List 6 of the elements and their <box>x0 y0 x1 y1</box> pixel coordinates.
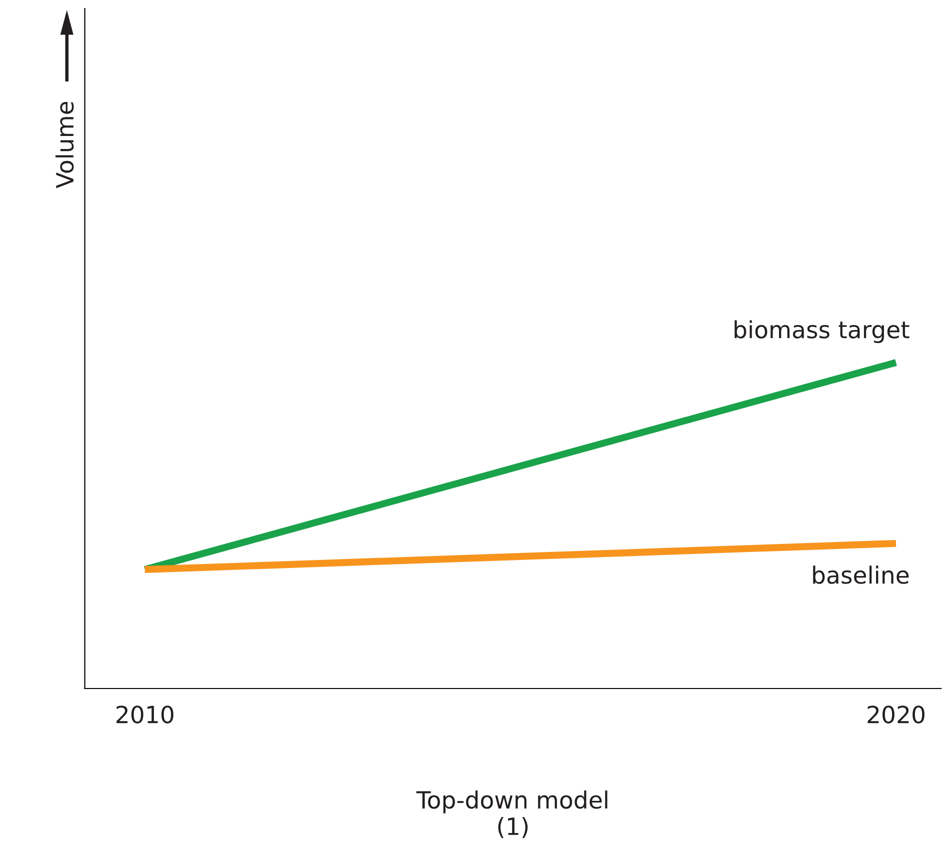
series-label: baseline <box>813 566 909 584</box>
series-label: biomass target <box>734 320 910 344</box>
x-tick-label: 2010 <box>116 706 174 724</box>
x-tick-label: 2020 <box>868 706 924 724</box>
x-axis-title: Top-down model (1) <box>416 790 608 838</box>
text: Volume <box>55 102 74 188</box>
